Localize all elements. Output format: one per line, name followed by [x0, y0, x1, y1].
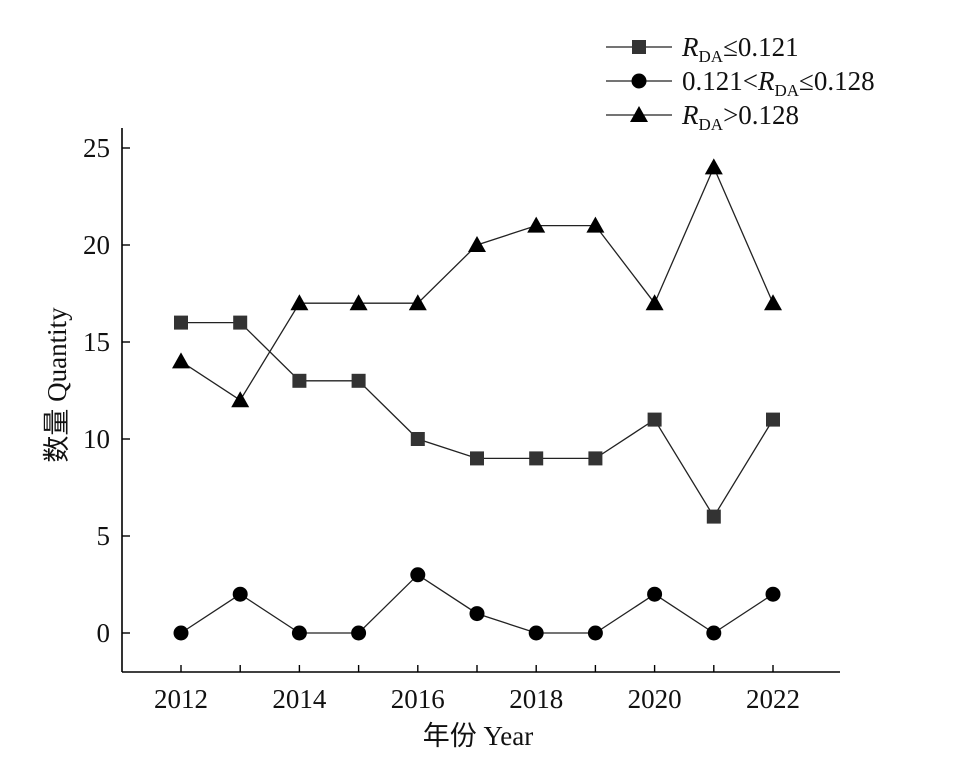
data-point — [528, 625, 544, 641]
data-point — [529, 451, 544, 466]
data-point — [706, 625, 722, 641]
data-point — [351, 625, 367, 641]
data-point — [588, 451, 603, 466]
data-point — [172, 352, 190, 369]
data-point — [765, 586, 781, 602]
data-point — [410, 432, 425, 446]
data-point — [764, 294, 782, 311]
data-point — [586, 216, 605, 233]
data-point — [291, 625, 307, 641]
legend-subscript: DA — [699, 115, 724, 134]
x-axis-label: 年份 Year — [423, 721, 534, 751]
y-tick-label: 10 — [83, 424, 110, 454]
data-point — [704, 158, 723, 175]
data-point — [292, 373, 307, 388]
legend-suffix: >0.128 — [723, 100, 799, 130]
data-point — [587, 625, 603, 641]
y-tick-label: 20 — [83, 230, 110, 260]
series-circle — [173, 567, 781, 641]
data-point — [174, 315, 188, 330]
y-tick-label: 0 — [97, 618, 111, 648]
series-line — [180, 573, 774, 634]
data-point — [408, 294, 427, 311]
data-point — [231, 391, 250, 408]
chart-axes: 0 5 10 15 20 25 2012 2014 2016 2018 2020 2022 — [83, 128, 840, 714]
legend-r-symbol: R — [681, 32, 699, 62]
data-point — [647, 412, 662, 427]
series-square — [174, 315, 780, 524]
x-tick-label: 2020 — [628, 684, 682, 714]
legend-item: 0.121<RDA≤0.128 — [606, 66, 875, 100]
legend-suffix: ≤0.121 — [723, 32, 799, 62]
data-point — [470, 451, 484, 466]
x-tick-label: 2016 — [391, 684, 445, 714]
x-tick-label: 2018 — [509, 684, 563, 714]
data-point — [766, 412, 780, 427]
legend-subscript: DA — [774, 81, 799, 100]
x-tick-label: 2022 — [746, 684, 800, 714]
data-point — [410, 567, 426, 583]
legend-marker-circle — [631, 73, 647, 89]
x-tick-label: 2012 — [154, 684, 208, 714]
legend-r-symbol: R — [681, 100, 699, 130]
data-point — [349, 294, 368, 311]
legend-item: RDA>0.128 — [606, 100, 799, 134]
series-line — [180, 165, 774, 402]
legend-label: 0.121<RDA≤0.128 — [682, 66, 875, 100]
data-point — [469, 606, 485, 622]
legend-item: RDA≤0.121 — [606, 32, 799, 66]
data-point — [645, 294, 664, 311]
y-tick-label: 25 — [83, 133, 110, 163]
legend-prefix: 0.121< — [682, 66, 758, 96]
legend-suffix: ≤0.128 — [799, 66, 875, 96]
legend-r-symbol: R — [757, 66, 775, 96]
x-tick-label: 2014 — [272, 684, 327, 714]
y-tick-label: 5 — [97, 521, 111, 551]
data-point — [173, 625, 189, 641]
legend-label: RDA≤0.121 — [681, 32, 799, 66]
legend-subscript: DA — [699, 47, 724, 66]
y-axis-label: 数量 Quantity — [42, 307, 72, 463]
data-point — [233, 315, 248, 330]
data-point — [232, 586, 248, 602]
y-tick-label: 15 — [83, 327, 110, 357]
data-point — [351, 373, 366, 388]
data-point — [527, 216, 546, 233]
legend-marker-triangle — [630, 106, 648, 122]
data-point — [647, 586, 663, 602]
data-point — [290, 294, 309, 311]
legend-label: RDA>0.128 — [681, 100, 799, 134]
legend-marker-square — [632, 40, 646, 54]
data-point — [468, 236, 486, 252]
chart-series — [172, 158, 782, 641]
series-triangle — [172, 158, 782, 408]
data-point — [706, 509, 721, 524]
